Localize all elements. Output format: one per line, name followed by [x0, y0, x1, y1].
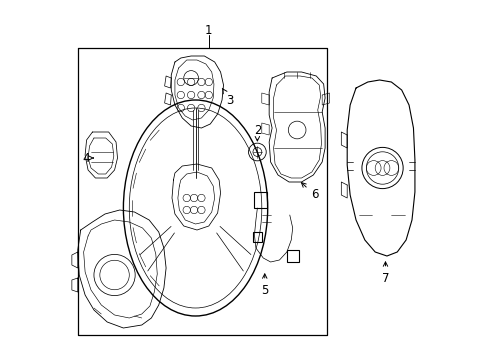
Text: 6: 6	[301, 183, 318, 202]
Bar	[252, 232, 261, 242]
Bar	[286, 250, 298, 262]
Bar	[254, 192, 266, 208]
Text: 5: 5	[261, 274, 268, 297]
Text: 2: 2	[253, 123, 261, 141]
Text: 1: 1	[204, 23, 212, 36]
Text: 4: 4	[82, 152, 93, 165]
Text: 3: 3	[222, 88, 233, 107]
Text: 7: 7	[381, 262, 388, 284]
